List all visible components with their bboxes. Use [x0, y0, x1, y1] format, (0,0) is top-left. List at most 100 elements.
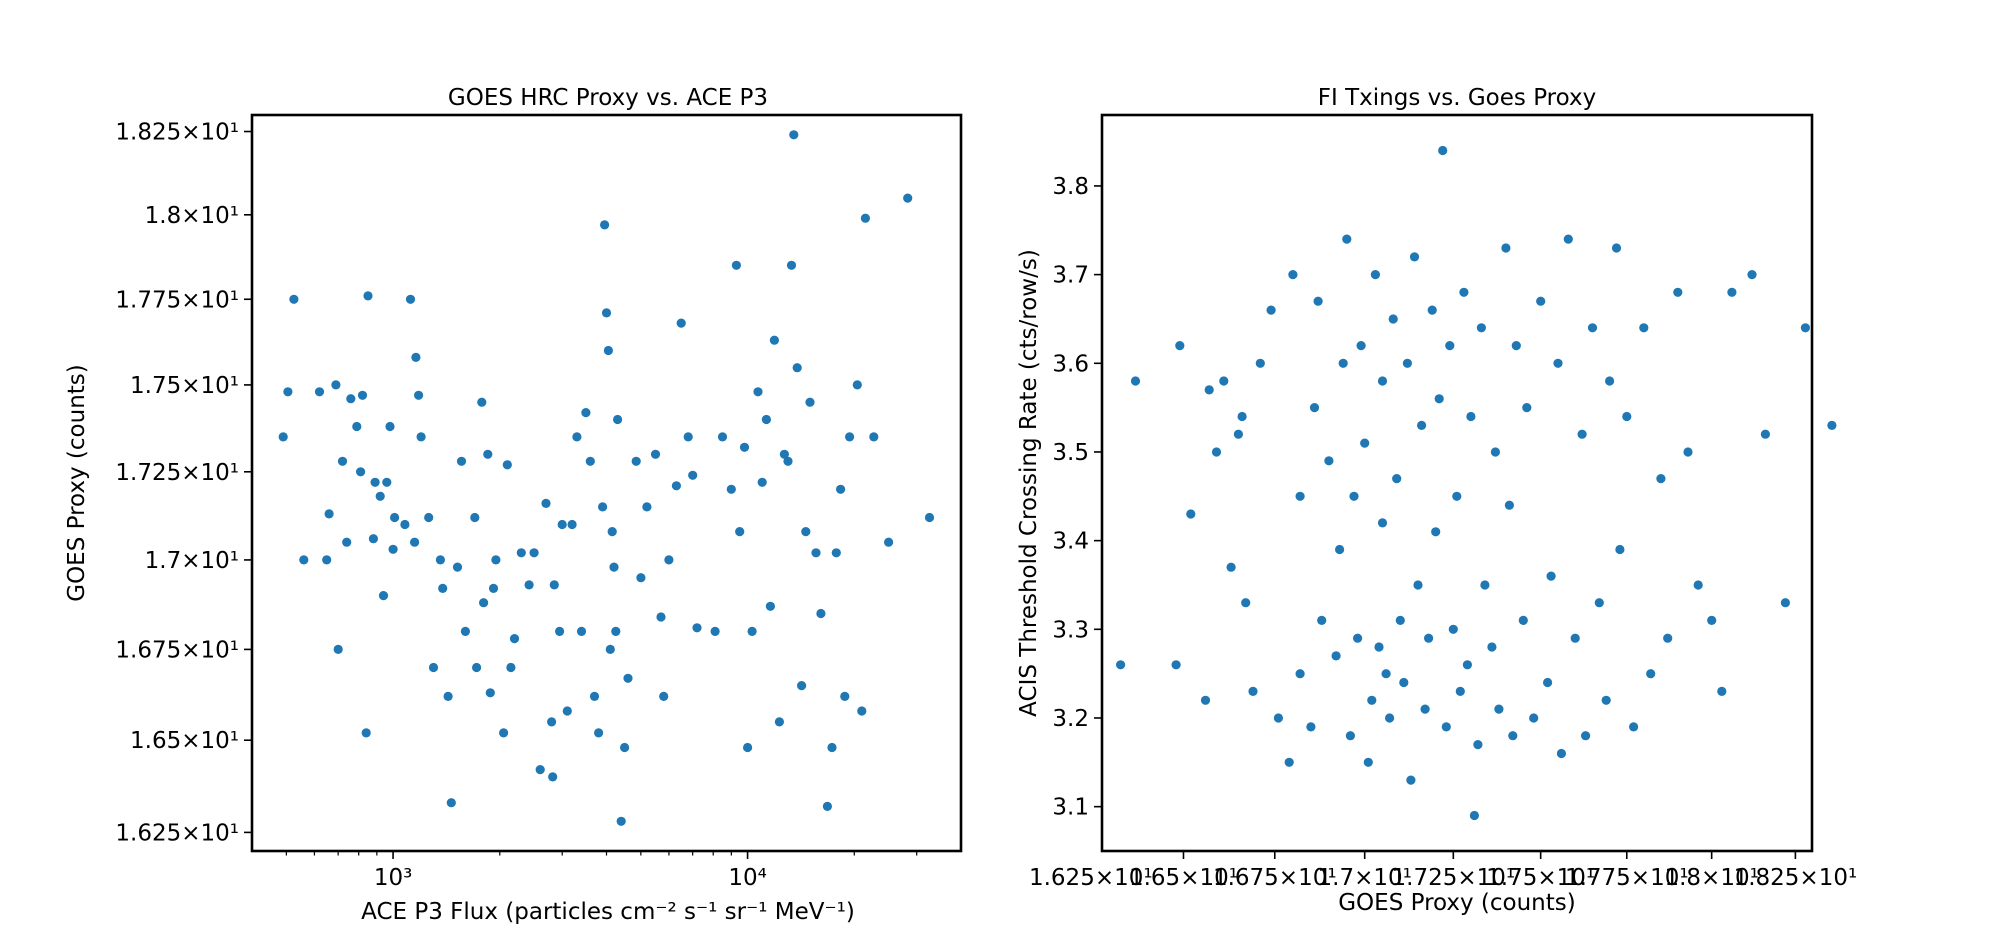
data-point [1345, 731, 1355, 741]
data-point [840, 691, 850, 702]
data-point [801, 527, 811, 537]
data-point [1266, 305, 1276, 315]
data-point [1417, 420, 1427, 430]
data-point [816, 608, 826, 619]
y-tick-label: 1.675×10¹ [115, 637, 239, 663]
y-tick-label: 3.6 [1052, 351, 1089, 377]
scatter-points [1116, 145, 1837, 821]
data-point [1306, 722, 1316, 732]
data-point [572, 432, 582, 442]
data-point [1367, 695, 1377, 705]
data-point [664, 555, 674, 565]
x-tick-label: 1.775×10¹ [1565, 865, 1689, 891]
data-point [1476, 323, 1486, 333]
y-tick-label: 1.8×10¹ [145, 203, 239, 229]
data-point [322, 555, 332, 565]
data-point [411, 352, 421, 362]
data-point [683, 432, 693, 442]
data-point [549, 580, 559, 590]
data-point [1827, 420, 1837, 430]
data-point [509, 634, 520, 644]
data-point [924, 512, 935, 523]
y-tick-label: 1.75×10¹ [130, 373, 239, 399]
y-tick-label: 3.4 [1052, 529, 1089, 555]
data-point [1508, 731, 1518, 741]
data-point [361, 728, 371, 738]
data-point [1522, 403, 1532, 413]
x-tick-label: 1.825×10¹ [1734, 865, 1858, 891]
data-point [1130, 376, 1141, 386]
data-point [363, 291, 373, 301]
data-point [783, 456, 793, 466]
y-tick-label: 3.3 [1052, 617, 1089, 643]
data-point [352, 421, 362, 432]
data-point [1717, 686, 1727, 697]
data-point [1448, 624, 1458, 634]
data-point [483, 449, 493, 459]
data-point [443, 691, 453, 702]
data-point [479, 598, 489, 608]
data-point [324, 509, 334, 519]
data-point [811, 548, 821, 558]
x-tick-label: 1.725×10¹ [1392, 865, 1516, 891]
x-tick-label: 1.65×10¹ [1129, 865, 1238, 891]
data-point [1639, 323, 1649, 333]
data-point [1543, 677, 1553, 688]
data-point [547, 717, 557, 727]
x-tick-label: 1.8×10¹ [1664, 865, 1758, 891]
data-point [611, 626, 621, 637]
x-tick-label: 10³ [374, 865, 413, 891]
data-point [1673, 287, 1683, 297]
data-point [333, 644, 343, 655]
data-point [452, 562, 463, 572]
y-tick-label: 3.8 [1052, 174, 1089, 200]
data-point [1409, 252, 1420, 262]
data-point [1349, 491, 1359, 501]
y-tick-label: 3.5 [1052, 440, 1089, 466]
data-point [1338, 358, 1348, 368]
data-point [743, 742, 753, 753]
data-point [557, 519, 567, 530]
y-axis-label: GOES Proxy (counts) [64, 364, 90, 602]
data-point [1335, 544, 1345, 555]
data-point [1594, 598, 1604, 608]
data-point [717, 432, 728, 442]
data-point [601, 308, 612, 318]
data-point [884, 537, 894, 547]
data-point [797, 681, 807, 691]
data-point [852, 380, 862, 390]
data-point [1116, 660, 1126, 670]
data-point [765, 601, 776, 611]
x-tick-label: 1.675×10¹ [1213, 865, 1337, 891]
data-point [1629, 722, 1639, 732]
x-axis-label: GOES Proxy (counts) [1338, 890, 1576, 916]
data-point [659, 691, 669, 702]
data-point [1529, 713, 1539, 723]
data-point [502, 460, 512, 470]
data-point [1295, 491, 1305, 501]
data-point [375, 491, 385, 501]
y-tick-label: 1.625×10¹ [115, 820, 239, 846]
data-point [1511, 341, 1521, 351]
data-point [607, 527, 617, 537]
data-point [623, 673, 633, 683]
data-point [792, 363, 802, 373]
data-point [488, 583, 499, 594]
data-point [370, 477, 380, 487]
data-point [598, 502, 608, 512]
data-point [1646, 669, 1656, 679]
data-point [506, 662, 516, 673]
data-point [761, 414, 772, 425]
data-point [1295, 669, 1305, 679]
data-point [414, 390, 424, 400]
y-tick-label: 1.725×10¹ [115, 460, 239, 486]
data-point [869, 432, 879, 442]
data-point [576, 626, 587, 637]
data-point [613, 414, 623, 425]
data-point [491, 555, 501, 565]
x-tick-label: 1.75×10¹ [1486, 865, 1595, 891]
data-point [1622, 411, 1632, 422]
data-point [1420, 704, 1430, 714]
